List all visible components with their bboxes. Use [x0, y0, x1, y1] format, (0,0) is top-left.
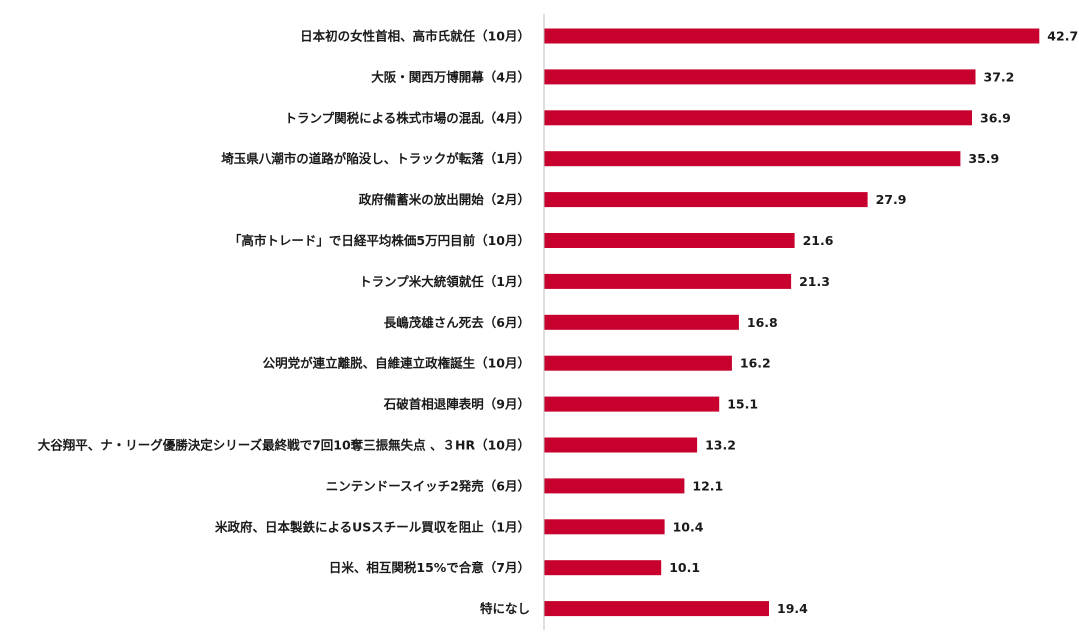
bar-6: [544, 273, 792, 289]
value-label-1: 37.2: [984, 69, 1015, 84]
category-label-5: 「高市トレード」で日経平均株価5万円目前（10月）: [229, 233, 530, 248]
bar-14: [544, 601, 769, 617]
value-label-4: 27.9: [876, 192, 907, 207]
category-label-9: 石破首相退陣表明（9月）: [383, 397, 530, 412]
bar-1: [544, 69, 976, 85]
value-label-12: 10.4: [673, 519, 704, 534]
value-label-10: 13.2: [705, 438, 736, 453]
value-label-7: 16.8: [747, 315, 778, 330]
bar-2: [544, 110, 972, 126]
category-label-0: 日本初の女性首相、高市氏就任（10月）: [300, 29, 530, 44]
value-label-5: 21.6: [803, 233, 834, 248]
value-label-11: 12.1: [692, 478, 723, 493]
category-label-8: 公明党が連立離脱、自維連立政権誕生（10月）: [263, 356, 530, 371]
bar-5: [544, 233, 795, 248]
category-label-3: 埼玉県八潮市の道路が陥没し、トラックが転落（1月）: [221, 151, 530, 166]
value-label-13: 10.1: [669, 560, 700, 575]
value-label-3: 35.9: [968, 151, 999, 166]
value-label-8: 16.2: [740, 356, 771, 371]
category-label-4: 政府備蓄米の放出開始（2月）: [359, 192, 530, 207]
bar-7: [544, 314, 739, 330]
category-label-1: 大阪・関西万博開幕（4月）: [371, 69, 530, 84]
category-labels: 日本初の女性首相、高市氏就任（10月） 大阪・関西万博開幕（4月） トランプ関税によ…: [38, 29, 530, 617]
category-label-6: トランプ米大統領就任（1月）: [359, 274, 530, 289]
bar-9: [544, 396, 720, 412]
value-labels: 42.7 37.2 36.9 35.9 27.9 21.6 21.3 16.8 16.2 15.1…: [669, 29, 1078, 617]
category-label-13: 日米、相互関税15%で合意（7月）: [329, 560, 530, 575]
bar-12: [544, 519, 665, 535]
category-label-2: トランプ関税による株式市場の混乱（4月）: [285, 110, 530, 125]
bar-8: [544, 355, 732, 371]
value-label-9: 15.1: [727, 397, 758, 412]
value-label-14: 19.4: [777, 601, 808, 616]
bar-4: [544, 192, 868, 208]
category-label-14: 特になし: [480, 601, 530, 616]
category-label-11: ニンテンドースイッチ2発売（6月）: [326, 478, 530, 493]
bars-group: [544, 28, 1040, 617]
value-label-2: 36.9: [980, 110, 1011, 125]
value-label-0: 42.7: [1047, 29, 1078, 44]
category-label-12: 米政府、日本製鉄によるUSスチール買収を阻止（1月）: [214, 519, 530, 534]
bar-0: [544, 28, 1040, 44]
bar-11: [544, 478, 685, 494]
category-label-10: 大谷翔平、ナ・リーグ優勝決定シリーズ最終戦で7回10奪三振無失点 、３HR（10…: [38, 438, 530, 453]
bar-13: [544, 560, 662, 576]
bar-10: [544, 437, 698, 453]
bar-3: [544, 151, 961, 167]
category-label-7: 長嶋茂雄さん死去（6月）: [384, 315, 530, 330]
value-label-6: 21.3: [799, 274, 830, 289]
